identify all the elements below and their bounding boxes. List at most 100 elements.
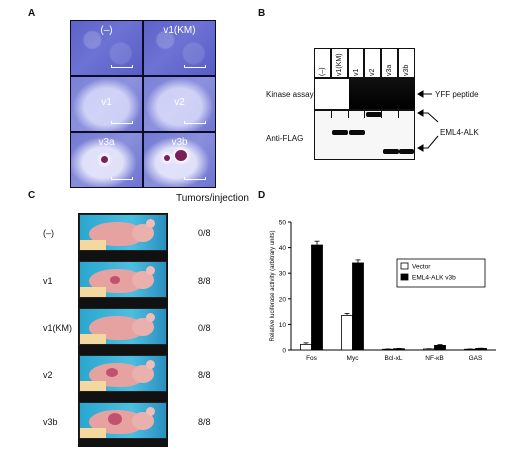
- mouse-ear: [146, 266, 155, 275]
- band-v1: [349, 130, 365, 135]
- y-tick-label: 30: [279, 271, 287, 278]
- lane-label: v3a: [386, 64, 394, 76]
- lane-header-cell: v3b: [398, 48, 415, 78]
- tile-label: v3a: [98, 137, 115, 148]
- tile-label: v1: [101, 97, 112, 108]
- mouse-head: [132, 412, 154, 430]
- mouse-ear: [146, 407, 155, 416]
- tile-label: v1(KM): [163, 25, 196, 36]
- tumor-count: 0/8: [198, 228, 211, 238]
- row-label-kinase: Kinase assay: [266, 90, 314, 99]
- category-label: Fos: [306, 355, 318, 362]
- scale-bar: [111, 121, 133, 124]
- lane-divider: [381, 110, 383, 118]
- y-tick-label: 10: [279, 322, 287, 329]
- kinase-blot: [314, 78, 415, 110]
- glove: [80, 428, 106, 438]
- tumor: [108, 413, 122, 425]
- mouse-head: [132, 271, 154, 289]
- legend-swatch: [400, 273, 409, 281]
- lane-label: v3b: [403, 64, 410, 76]
- panel-a-label: A: [28, 8, 36, 19]
- glove: [80, 240, 106, 250]
- mouse-head: [132, 224, 154, 242]
- category-label: NF-κB: [425, 355, 443, 362]
- colony-tile-neg: (–): [70, 20, 143, 76]
- y-tick-label: 0: [282, 348, 286, 355]
- band-v3b: [399, 149, 414, 154]
- lane-label: v2: [369, 68, 377, 76]
- arrow-yff-head: [417, 90, 424, 98]
- lane-header-cell: v1: [347, 48, 365, 78]
- kinase-signal: [349, 79, 415, 109]
- lane-divider: [347, 110, 349, 118]
- colony-tile-v1: v1: [70, 76, 143, 132]
- lane-header-cell: (–): [314, 48, 331, 78]
- mouse-label: v2: [43, 370, 53, 380]
- y-tick-label: 20: [279, 296, 287, 303]
- mouse-ear: [146, 313, 155, 322]
- tumor: [110, 276, 120, 284]
- legend-label: EML4-ALK v3b: [412, 275, 456, 282]
- mouse-photo-v1km: [79, 308, 167, 345]
- glove: [80, 287, 106, 297]
- legend-swatch: [400, 262, 409, 270]
- tumor-count: 8/8: [198, 417, 211, 427]
- colony-dot: [101, 156, 108, 163]
- tile-label: v2: [174, 97, 185, 108]
- lane-label: v1(KM): [335, 53, 343, 76]
- lane-divider: [330, 110, 332, 118]
- tumor-count: 0/8: [198, 323, 211, 333]
- mouse-label: (–): [43, 228, 54, 238]
- tumor: [106, 368, 118, 377]
- mouse-ear: [146, 360, 155, 369]
- legend-label: Vector: [412, 264, 431, 271]
- mouse-label: v1(KM): [43, 323, 72, 333]
- scale-bar: [111, 177, 133, 180]
- panel-c-label: C: [28, 190, 36, 201]
- arrow-upper-head: [417, 109, 424, 117]
- mouse-photo-v2: [79, 355, 167, 392]
- lane-label: (–): [319, 67, 326, 76]
- bar: [300, 343, 312, 351]
- colony-dot: [175, 150, 187, 161]
- band-v1km: [332, 130, 348, 135]
- bar: [393, 348, 405, 351]
- bar: [423, 348, 435, 351]
- panel-b-label: B: [258, 8, 266, 19]
- bar: [352, 262, 364, 351]
- mouse-photo-v1: [79, 261, 167, 298]
- panel-d-label: D: [258, 190, 266, 201]
- scale-bar: [184, 65, 206, 68]
- mouse-ear: [146, 219, 155, 228]
- scale-bar: [111, 65, 133, 68]
- colony-tile-v2: v2: [143, 76, 216, 132]
- bar: [475, 348, 487, 351]
- arrow-lower-head: [417, 144, 424, 152]
- tile-label: (–): [100, 25, 113, 36]
- colony-tile-v1km: v1(KM): [143, 20, 216, 76]
- y-axis-title: Relative luciferase activity (arbitrary …: [270, 230, 276, 341]
- y-tick-label: 40: [279, 245, 287, 252]
- category-label: Myc: [347, 355, 360, 362]
- colony-tile-v3a: v3a: [70, 132, 143, 188]
- lane-label: v1: [352, 68, 360, 76]
- mouse-photo-neg: [79, 214, 167, 251]
- bar: [341, 315, 353, 351]
- tumors-header: Tumors/injection: [176, 193, 249, 204]
- lane-header-cell: v3a: [381, 48, 398, 78]
- mouse-head: [132, 365, 154, 383]
- bar: [311, 244, 323, 351]
- bar: [434, 344, 446, 351]
- label-eml4-alk: EML4-ALK: [440, 128, 479, 137]
- lane-divider: [364, 110, 366, 118]
- scale-bar: [184, 121, 206, 124]
- tumor-count: 8/8: [198, 276, 211, 286]
- label-yff-peptide: YFF peptide: [435, 90, 479, 99]
- lane-header-cell: v1(KM): [330, 48, 348, 78]
- band-v2: [366, 112, 382, 117]
- mouse-photo-v3b: [79, 402, 167, 439]
- tumor-count: 8/8: [198, 370, 211, 380]
- colony-dot: [164, 155, 170, 161]
